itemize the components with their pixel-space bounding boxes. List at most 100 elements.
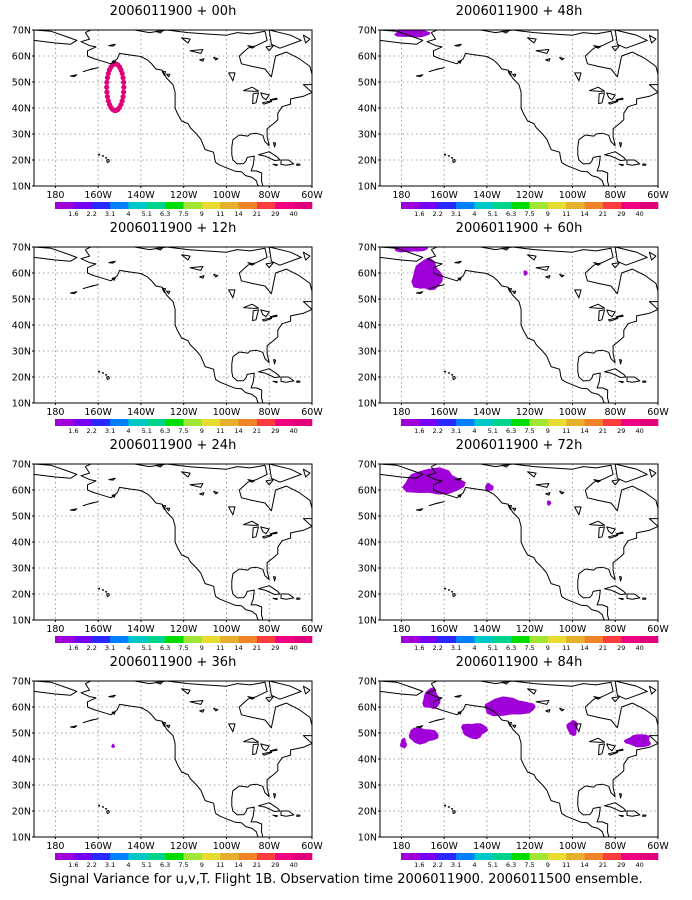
colorbar-swatch bbox=[293, 419, 313, 426]
colorbar-label: 5.1 bbox=[488, 210, 498, 218]
colorbar-label: 4 bbox=[126, 861, 130, 869]
colorbar-swatch bbox=[55, 202, 74, 209]
colorbar-label: 14 bbox=[580, 861, 588, 869]
lat-tick-label: 60N bbox=[358, 486, 377, 497]
panel-title: 2006011900 + 72h bbox=[455, 438, 583, 453]
colorbar-label: 14 bbox=[580, 427, 588, 435]
lat-tick-label: 40N bbox=[12, 321, 31, 332]
lon-tick-label: 120W bbox=[516, 407, 544, 418]
colorbar-swatch bbox=[128, 419, 148, 426]
colorbar-swatch bbox=[238, 853, 258, 860]
colorbar-swatch bbox=[474, 202, 494, 209]
map-panel-60h: 2006011900 + 60h 10N 20N 30N 40N 50N 60N 70N 18… bbox=[346, 217, 692, 435]
coastlines bbox=[34, 30, 312, 186]
lat-tick-label: 10N bbox=[12, 182, 31, 193]
variance-dot bbox=[104, 75, 111, 81]
lat-tick-label: 40N bbox=[358, 104, 377, 115]
colorbar-swatch bbox=[419, 202, 439, 209]
variance-region bbox=[623, 734, 652, 748]
colorbar: 1.6 2.2 3.1 4 5.1 6.3 7.5 9 11 14 21 29 40 bbox=[55, 853, 313, 869]
colorbar-swatch bbox=[492, 636, 512, 643]
lon-tick-label: 180 bbox=[46, 407, 64, 418]
colorbar-label: 3.1 bbox=[451, 210, 461, 218]
colorbar-swatch bbox=[110, 853, 129, 860]
gridlines bbox=[34, 30, 313, 186]
colorbar-swatch bbox=[146, 202, 166, 209]
colorbar-swatch bbox=[474, 853, 494, 860]
gridlines bbox=[34, 681, 313, 837]
colorbar-label: 29 bbox=[617, 861, 625, 869]
colorbar-label: 1.6 bbox=[68, 861, 78, 869]
panel-title: 2006011900 + 60h bbox=[455, 221, 583, 236]
coastlines bbox=[34, 464, 312, 620]
lat-tick-label: 70N bbox=[12, 677, 31, 688]
map-svg: 10N 20N 30N 40N 50N 60N 70N 180 160W 140W 120W 100W… bbox=[358, 26, 670, 219]
colorbar-swatch bbox=[146, 853, 166, 860]
variance-region bbox=[546, 500, 552, 506]
lon-tick-label: 80W bbox=[258, 407, 280, 418]
colorbar-swatch bbox=[165, 853, 184, 860]
variance-region bbox=[484, 696, 536, 717]
colorbar-swatch bbox=[128, 202, 148, 209]
lat-tick-label: 60N bbox=[12, 486, 31, 497]
colorbar-label: 2.2 bbox=[87, 644, 97, 652]
colorbar-label: 1.6 bbox=[414, 427, 424, 435]
lat-tick-label: 70N bbox=[358, 243, 377, 254]
panel-title: 2006011900 + 24h bbox=[109, 438, 237, 453]
colorbar-label: 11 bbox=[562, 210, 570, 218]
lat-tick-label: 40N bbox=[12, 104, 31, 115]
colorbar-swatch bbox=[220, 853, 239, 860]
lon-tick-label: 180 bbox=[392, 841, 410, 852]
colorbar-swatch bbox=[293, 853, 313, 860]
colorbar-label: 1.6 bbox=[414, 210, 424, 218]
colorbar-swatch bbox=[55, 853, 74, 860]
lon-tick-label: 160W bbox=[430, 841, 458, 852]
lon-tick-label: 160W bbox=[84, 841, 112, 852]
colorbar-swatch bbox=[529, 419, 549, 426]
variance-region bbox=[400, 737, 407, 749]
colorbar-label: 21 bbox=[253, 861, 261, 869]
colorbar-swatch bbox=[293, 636, 313, 643]
variance-region bbox=[422, 687, 441, 709]
colorbar-label: 4 bbox=[472, 427, 476, 435]
colorbar-swatch bbox=[256, 853, 276, 860]
colorbar-label: 9 bbox=[200, 644, 204, 652]
colorbar-swatch bbox=[201, 636, 221, 643]
colorbar-label: 6.3 bbox=[506, 861, 516, 869]
variance-shading bbox=[394, 247, 528, 291]
colorbar-swatch bbox=[492, 202, 512, 209]
colorbar-label: 7.5 bbox=[178, 210, 188, 218]
colorbar-label: 29 bbox=[617, 210, 625, 218]
lat-tick-label: 20N bbox=[358, 807, 377, 818]
colorbar-swatch bbox=[165, 419, 184, 426]
colorbar-label: 11 bbox=[216, 644, 224, 652]
colorbar-label: 4 bbox=[472, 644, 476, 652]
colorbar-swatch bbox=[547, 202, 567, 209]
colorbar-label: 5.1 bbox=[488, 644, 498, 652]
colorbar-label: 40 bbox=[290, 861, 298, 869]
lon-tick-label: 140W bbox=[473, 841, 501, 852]
lat-tick-label: 70N bbox=[12, 26, 31, 37]
lat-tick-label: 30N bbox=[358, 347, 377, 358]
colorbar-label: 40 bbox=[290, 427, 298, 435]
lat-tick-label: 50N bbox=[358, 512, 377, 523]
lon-tick-label: 60W bbox=[301, 407, 323, 418]
variance-region bbox=[523, 270, 528, 276]
map-panel-48h: 2006011900 + 48h 10N 20N 30N 40N 50N 60N 70N 18… bbox=[346, 0, 692, 219]
colorbar-label: 2.2 bbox=[433, 861, 443, 869]
lat-tick-label: 60N bbox=[358, 703, 377, 714]
colorbar: 1.6 2.2 3.1 4 5.1 6.3 7.5 9 11 14 21 29 40 bbox=[401, 202, 659, 218]
lon-tick-label: 80W bbox=[604, 190, 626, 201]
variance-dot bbox=[121, 84, 127, 90]
colorbar-swatch bbox=[110, 419, 129, 426]
lon-tick-label: 160W bbox=[430, 407, 458, 418]
colorbar-label: 11 bbox=[216, 427, 224, 435]
colorbar-label: 9 bbox=[546, 861, 550, 869]
colorbar-label: 3.1 bbox=[105, 861, 115, 869]
colorbar-swatch bbox=[73, 636, 93, 643]
colorbar-label: 7.5 bbox=[178, 861, 188, 869]
colorbar-swatch bbox=[621, 853, 640, 860]
colorbar-label: 1.6 bbox=[68, 644, 78, 652]
lat-tick-label: 50N bbox=[12, 78, 31, 89]
lon-tick-label: 140W bbox=[473, 190, 501, 201]
